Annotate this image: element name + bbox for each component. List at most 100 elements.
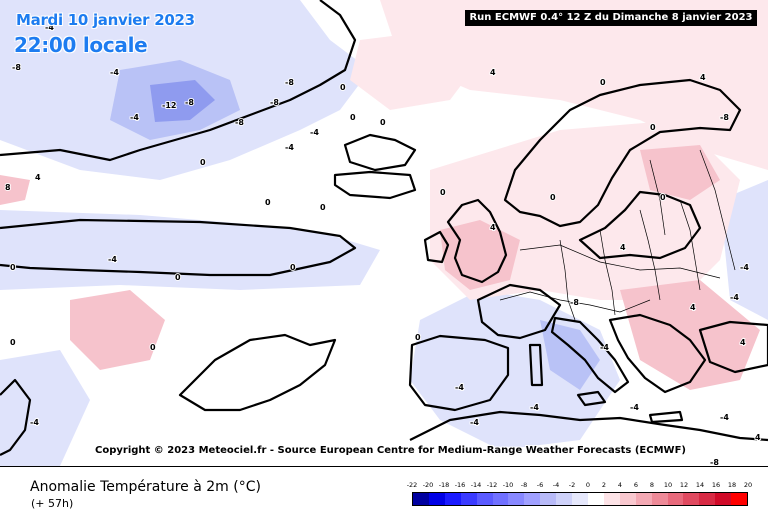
contour-label: 4	[690, 303, 696, 312]
scale-cell	[492, 493, 509, 505]
scale-label: 18	[727, 481, 737, 489]
scale-cell	[428, 493, 445, 505]
contour-label: -4	[108, 255, 117, 264]
contour-label: 0	[175, 273, 181, 282]
scale-cell	[413, 493, 429, 505]
forecast-date: Mardi 10 janvier 2023	[16, 11, 195, 29]
contour-label: 4	[35, 173, 41, 182]
contour-label: 0	[415, 333, 421, 342]
scale-label: -14	[470, 481, 482, 489]
scale-cell	[635, 493, 652, 505]
scale-label: 6	[633, 481, 639, 489]
contour-label: 4	[700, 73, 706, 82]
contour-label: 0	[440, 188, 446, 197]
contour-label: 0	[380, 118, 386, 127]
scale-label: 20	[743, 481, 753, 489]
scale-label: -22	[406, 481, 418, 489]
scale-label: 2	[601, 481, 607, 489]
sicily-coast	[576, 390, 607, 407]
contour-label: -4	[630, 403, 639, 412]
contour-label: -8	[710, 458, 719, 466]
contour-label: 8	[5, 183, 11, 192]
scale-label: 12	[679, 481, 689, 489]
contour-label: 0	[265, 198, 271, 207]
iberia-coast	[408, 334, 510, 412]
scale-cell	[603, 493, 620, 505]
atlantic-land-south	[178, 333, 337, 412]
contour-label: -4	[530, 403, 539, 412]
scale-cell	[556, 493, 573, 505]
ireland-coast	[423, 230, 450, 264]
contour-label: 0	[10, 263, 16, 272]
contour-label: 0	[200, 158, 206, 167]
scale-cell	[619, 493, 636, 505]
scale-label: 4	[617, 481, 623, 489]
britain-coast	[446, 198, 508, 284]
contour-label: -8	[12, 63, 21, 72]
scale-label: -18	[438, 481, 450, 489]
corsica-sardinia	[528, 343, 544, 387]
southwest-cold-area	[0, 350, 90, 466]
contour-label: 0	[290, 263, 296, 272]
contour-label: -4	[110, 68, 119, 77]
contour-label: -4	[310, 128, 319, 137]
contour-label: -4	[130, 113, 139, 122]
west-warm-patch	[0, 175, 30, 205]
scale-label: 0	[585, 481, 591, 489]
scale-cell	[572, 493, 588, 505]
country-borders	[499, 149, 736, 321]
scale-label: 10	[663, 481, 673, 489]
scale-label: -8	[520, 481, 528, 489]
footer-panel: Anomalie Température à 2m (°C) (+ 57h) -…	[0, 466, 768, 513]
contour-label: 4	[740, 338, 746, 347]
crete-coast	[648, 410, 684, 424]
balkans-coast	[608, 313, 707, 394]
variable-name: Anomalie Température à 2m (°C)	[30, 479, 261, 495]
scale-cell	[587, 493, 604, 505]
contour-label: -4	[720, 413, 729, 422]
contour-label: 0	[350, 113, 356, 122]
italy-cold-core	[540, 320, 600, 390]
contour-label: 4	[620, 243, 626, 252]
russia-warm-core	[640, 145, 720, 200]
italy-coast	[550, 316, 630, 394]
greenland-cold-max	[150, 80, 215, 122]
scale-cell	[444, 493, 461, 505]
scale-label: -12	[486, 481, 498, 489]
atlantic-warm-blob	[70, 290, 165, 370]
contour-label: 4	[490, 68, 496, 77]
contour-label: -4	[30, 418, 39, 427]
scale-label: -6	[536, 481, 544, 489]
scale-cell	[460, 493, 477, 505]
scale-label: -16	[454, 481, 466, 489]
contour-label: -4	[455, 383, 464, 392]
contour-label: 0	[10, 338, 16, 347]
north-atlantic-warm	[350, 30, 480, 110]
scale-cell	[508, 493, 525, 505]
scale-label: -4	[552, 481, 560, 489]
contour-label: 0	[650, 123, 656, 132]
contour-label: 0	[550, 193, 556, 202]
greenland-coast	[0, 0, 357, 162]
svalbard-coast	[333, 170, 417, 200]
contour-label: -8	[185, 98, 194, 107]
scale-cell	[667, 493, 684, 505]
map-panel: -4 -4 -8 -8 -12 -4 -8 -4 -8 -8 -4 0 0 0 …	[0, 0, 768, 466]
color-scale-labels: -22 -20 -18 -16 -14 -12 -10 -8 -6 -4 -2 0 2 4 6 8 10 12 14…	[407, 481, 752, 491]
forecast-time: 22:00 locale	[14, 33, 148, 57]
atlantic-land-north	[0, 218, 357, 277]
contour-label: -4	[600, 343, 609, 352]
scale-label: -10	[502, 481, 514, 489]
scale-cell	[476, 493, 493, 505]
temperature-anomaly-map: -4 -4 -8 -8 -12 -4 -8 -4 -8 -8 -4 0 0 0 …	[0, 0, 768, 466]
contour-label: -8	[720, 113, 729, 122]
scale-cell	[524, 493, 541, 505]
balkan-warm-area	[620, 280, 760, 390]
contour-label: -4	[45, 23, 54, 32]
contour-label: 0	[150, 343, 156, 352]
contour-label: 0	[340, 83, 346, 92]
contour-labels: -4 -4 -8 -8 -12 -4 -8 -4 -8 -8 -4 0 0 0 …	[4, 22, 762, 466]
scale-cell	[540, 493, 557, 505]
contour-label: 0	[660, 193, 666, 202]
contour-label: 4	[490, 223, 496, 232]
